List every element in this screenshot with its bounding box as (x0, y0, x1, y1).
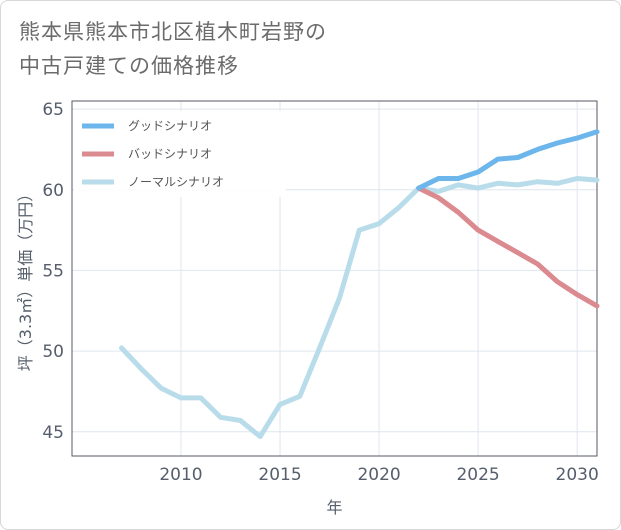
x-tick-label: 2030 (556, 465, 599, 485)
series-line-1 (416, 129, 600, 191)
x-axis-label: 年 (326, 498, 342, 517)
x-tick-label: 2015 (258, 465, 301, 485)
axis-ticks: 2010 2015 2020 2025 2030 45 50 55 60 65 (42, 100, 598, 485)
chart-title-line1: 熊本県熊本市北区植木町岩野の (19, 20, 327, 44)
series-line-2 (416, 185, 600, 309)
y-tick-label: 50 (42, 342, 64, 362)
y-tick-label: 55 (42, 261, 64, 281)
chart-title-line2: 中古戸建ての価格推移 (19, 54, 239, 78)
x-tick-label: 2010 (159, 465, 202, 485)
y-tick-label: 65 (42, 100, 64, 120)
y-axis-label: 坪（3.3㎡）単価（万円） (16, 186, 35, 371)
series-lines (119, 129, 600, 440)
y-tick-label: 60 (42, 181, 64, 201)
legend-label: グッドシナリオ (128, 119, 212, 133)
plot-frame (71, 100, 598, 457)
series-line-3 (119, 176, 600, 440)
legend-label: ノーマルシナリオ (128, 175, 224, 189)
y-tick-label: 45 (42, 423, 64, 443)
x-tick-label: 2020 (357, 465, 400, 485)
x-tick-label: 2025 (456, 465, 499, 485)
chart-title: 熊本県熊本市北区植木町岩野の 中古戸建ての価格推移 (19, 15, 327, 83)
legend-label: バッドシナリオ (128, 147, 212, 161)
